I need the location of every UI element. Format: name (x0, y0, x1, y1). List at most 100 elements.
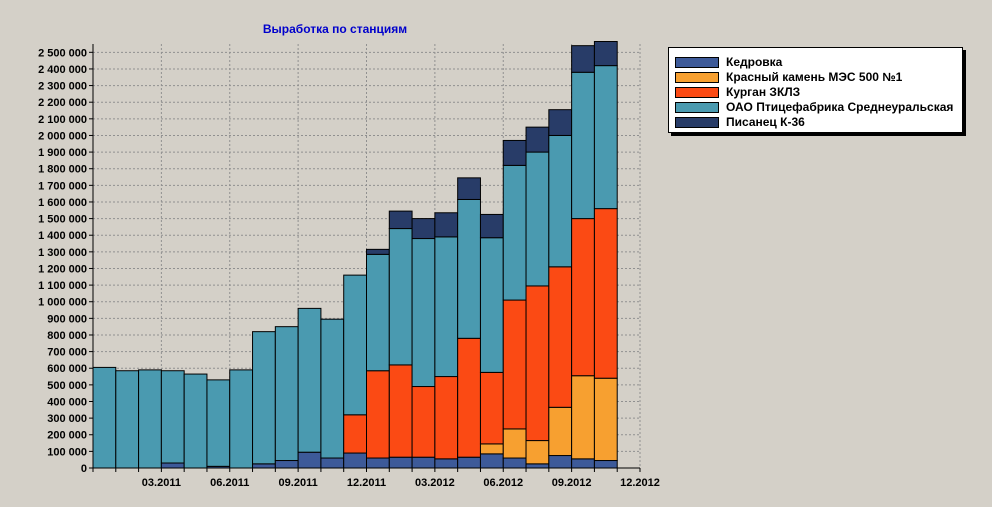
bar-segment (525, 285, 550, 442)
bar-segment (434, 458, 459, 469)
bar-segment (457, 177, 481, 200)
bar-segment (571, 375, 595, 460)
bar-segment (593, 208, 618, 379)
bar-segment (206, 379, 231, 467)
y-tick-label: 200 000 (47, 430, 87, 442)
bar-segment (479, 371, 504, 445)
y-tick-label: 2 400 000 (38, 64, 87, 76)
y-tick-label: 1 200 000 (38, 263, 87, 275)
bar-segment (593, 460, 618, 469)
bar-segment (434, 212, 459, 238)
bar-segment (252, 331, 276, 465)
bar-segment (434, 236, 459, 378)
bar-segment (229, 369, 254, 469)
bar-segment (160, 370, 185, 464)
y-tick-label: 2 000 000 (38, 130, 87, 142)
bar-segment (457, 337, 481, 458)
bar-segment (548, 406, 573, 457)
legend-item-kedrovka: Кедровка (675, 55, 782, 69)
bar-segment (297, 307, 322, 453)
legend-swatch-kedrovka (675, 56, 719, 68)
x-tick-label: 12.2012 (620, 477, 660, 489)
legend-item-krasny-kamen: Красный камень МЭС 500 №1 (675, 70, 902, 84)
legend-label: Курган ЗКЛЗ (726, 85, 801, 99)
x-tick-label: 03.2012 (415, 477, 455, 489)
bar-segment (388, 210, 413, 230)
bar-segment (388, 456, 413, 469)
legend-swatch-pisanets (675, 116, 719, 128)
y-tick-label: 1 800 000 (38, 164, 87, 176)
bar-segment (525, 126, 550, 153)
y-tick-label: 1 000 000 (38, 297, 87, 309)
y-tick-label: 1 100 000 (38, 280, 87, 292)
x-tick-label: 06.2011 (210, 477, 249, 489)
legend-swatch-kurgan (675, 86, 719, 98)
y-tick-label: 900 000 (47, 313, 87, 325)
x-tick-label: 09.2011 (279, 477, 318, 489)
bar-segment (320, 457, 345, 469)
y-tick-label: 2 300 000 (38, 81, 87, 93)
x-tick-label: 09.2012 (552, 477, 592, 489)
bar-segment (274, 326, 299, 462)
bar-segment (548, 134, 573, 268)
bar-segment (434, 376, 459, 460)
y-tick-label: 1 600 000 (38, 197, 87, 209)
bar-segment (297, 451, 322, 469)
bar-segment (343, 414, 368, 454)
bar-segment (160, 462, 185, 469)
bar-segment (593, 65, 618, 210)
y-tick-label: 400 000 (47, 396, 87, 408)
y-tick-label: 800 000 (47, 330, 87, 342)
bar-segment (320, 318, 345, 459)
y-tick-label: 1 500 000 (38, 214, 87, 226)
bar-segment (479, 237, 504, 373)
bar-segment (343, 274, 368, 416)
bar-segment (252, 463, 276, 469)
bar-segment (525, 463, 550, 469)
x-tick-label: 06.2012 (483, 477, 523, 489)
bar-segment (502, 164, 527, 301)
bar-segment (571, 458, 595, 469)
bar-segment (593, 41, 618, 67)
bar-segment (343, 452, 368, 469)
bar-segment (388, 364, 413, 458)
bar-segment (457, 456, 481, 469)
bar-segment (525, 440, 550, 465)
bar-segment (388, 228, 413, 366)
legend-label: ОАО Птицефабрика Среднеуральская (726, 100, 954, 114)
y-tick-label: 1 700 000 (38, 180, 87, 192)
y-tick-label: 1 400 000 (38, 230, 87, 242)
bar-segment (548, 455, 573, 469)
bar-segment (502, 299, 527, 430)
y-tick-label: 2 200 000 (38, 97, 87, 109)
bar-segment (502, 139, 527, 166)
chart-title: Выработка по станциям (262, 22, 408, 36)
bar-segment (366, 248, 390, 255)
bar-segment (274, 460, 299, 469)
bar-segment (411, 238, 436, 388)
bar-segment (525, 151, 550, 287)
bar-segment (593, 377, 618, 462)
legend-swatch-ptitsefabrika (675, 101, 719, 113)
y-tick-label: 0 (81, 463, 87, 475)
legend-label: Красный камень МЭС 500 №1 (726, 70, 903, 84)
y-tick-label: 300 000 (47, 413, 87, 425)
bar-segment (571, 71, 595, 220)
bar-segment (92, 366, 117, 469)
bar-segment (183, 373, 208, 469)
bar-segment (411, 386, 436, 458)
x-tick-label: 03.2011 (142, 477, 181, 489)
y-tick-label: 2 100 000 (38, 114, 87, 126)
legend-item-pisanets: Писанец К-36 (675, 115, 805, 129)
bar-segment (366, 370, 390, 459)
bar-segment (366, 457, 390, 469)
bar-segment (457, 198, 481, 339)
y-tick-label: 1 900 000 (38, 147, 87, 159)
legend-label: Писанец К-36 (726, 115, 805, 129)
legend-swatch-krasny-kamen (675, 71, 719, 83)
x-tick-label: 12.2011 (347, 477, 386, 489)
bar-segment (502, 457, 527, 469)
bar-segment (411, 456, 436, 469)
